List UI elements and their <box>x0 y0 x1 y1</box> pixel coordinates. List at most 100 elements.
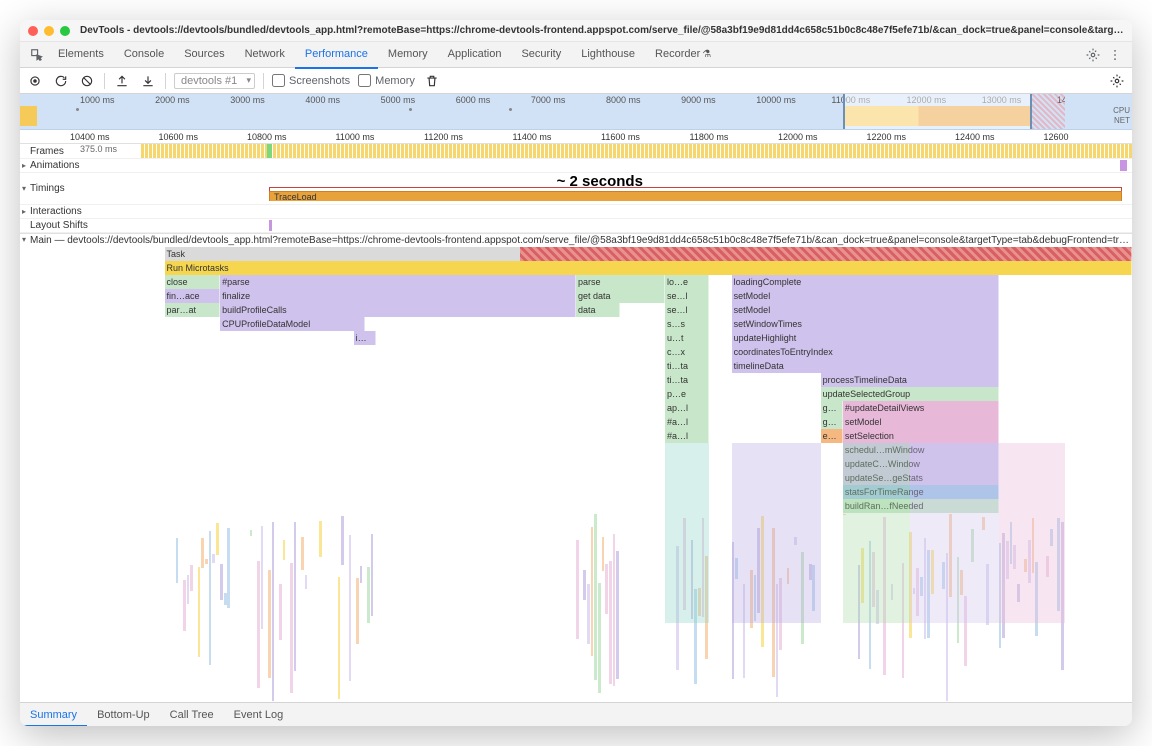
flame-bar[interactable]: parse <box>576 275 665 289</box>
flame-bar[interactable]: c…x <box>665 345 709 359</box>
delete-icon[interactable] <box>423 72 441 90</box>
upload-button[interactable] <box>113 72 131 90</box>
tab-application[interactable]: Application <box>438 41 512 68</box>
flame-bar[interactable]: setModel <box>732 289 999 303</box>
settings-icon[interactable] <box>1082 48 1104 62</box>
detail-ruler[interactable]: 10400 ms10600 ms10800 ms11000 ms11200 ms… <box>20 130 1132 144</box>
close-window-button[interactable] <box>28 26 38 36</box>
flame-bar[interactable]: par…at <box>165 303 221 317</box>
flame-bar[interactable]: se…l <box>665 289 709 303</box>
flame-bar[interactable]: fin…ace <box>165 289 221 303</box>
flame-stripe <box>616 551 619 679</box>
overview-ruler[interactable]: 1000 ms2000 ms3000 ms4000 ms5000 ms6000 … <box>20 94 1132 130</box>
memory-checkbox[interactable] <box>358 74 371 87</box>
flame-bar[interactable]: e… <box>821 429 843 443</box>
flame-bar[interactable]: #parse <box>220 275 576 289</box>
animations-track[interactable]: Animations <box>20 159 1132 173</box>
flame-bar[interactable]: #a…l <box>665 415 709 429</box>
flame-bar[interactable]: ti…ta <box>665 359 709 373</box>
detail-tab-bottom-up[interactable]: Bottom-Up <box>87 703 160 727</box>
flame-bar[interactable]: setWindowTimes <box>732 317 999 331</box>
tick-label: 6000 ms <box>456 95 531 105</box>
detail-tab-call-tree[interactable]: Call Tree <box>160 703 224 727</box>
reload-record-button[interactable] <box>52 72 70 90</box>
flame-bar[interactable]: Run Microtasks <box>165 261 1132 275</box>
zoom-window-button[interactable] <box>60 26 70 36</box>
tab-security[interactable]: Security <box>511 41 571 68</box>
record-button[interactable] <box>26 72 44 90</box>
flame-bar[interactable]: lo…e <box>665 275 709 289</box>
perf-toolbar: devtools #1 Screenshots Memory <box>20 68 1132 94</box>
flame-bar[interactable]: g… <box>821 401 843 415</box>
minimize-window-button[interactable] <box>44 26 54 36</box>
flame-bar[interactable]: ap…l <box>665 401 709 415</box>
flame-column <box>732 443 821 623</box>
flame-chart[interactable]: TaskRun Microtasksclose#parseparselo…elo… <box>20 247 1132 702</box>
flame-bar[interactable]: loadingComplete <box>732 275 999 289</box>
screenshots-checkbox[interactable] <box>272 74 285 87</box>
flame-bar[interactable]: se…l <box>665 303 709 317</box>
flame-bar[interactable]: i… <box>354 331 376 345</box>
tab-performance[interactable]: Performance <box>295 41 378 68</box>
flame-bar[interactable]: buildProfileCalls <box>220 303 576 317</box>
tab-console[interactable]: Console <box>114 41 174 68</box>
interactions-label[interactable]: Interactions <box>20 205 140 218</box>
window-titlebar: DevTools - devtools://devtools/bundled/d… <box>20 20 1132 42</box>
flame-stripe <box>583 570 586 600</box>
flame-bar[interactable]: g… <box>821 415 843 429</box>
flame-bar[interactable]: setModel <box>732 303 999 317</box>
animations-label[interactable]: Animations <box>20 159 140 172</box>
flame-stripe <box>602 537 605 571</box>
tab-memory[interactable]: Memory <box>378 41 438 68</box>
flame-bar[interactable]: coordinatesToEntryIndex <box>732 345 999 359</box>
flame-bar[interactable]: u…t <box>665 331 709 345</box>
separator <box>165 73 166 89</box>
timings-label[interactable]: Timings <box>20 173 140 204</box>
flame-bar[interactable]: close <box>165 275 221 289</box>
layout-shifts-track[interactable]: Layout Shifts <box>20 219 1132 233</box>
tab-lighthouse[interactable]: Lighthouse <box>571 41 645 68</box>
capture-settings-icon[interactable] <box>1108 72 1126 90</box>
flame-bar[interactable]: updateHighlight <box>732 331 999 345</box>
tab-recorder[interactable]: Recorder⚗ <box>645 41 721 68</box>
tick-label: 5000 ms <box>381 95 456 105</box>
interactions-track[interactable]: Interactions <box>20 205 1132 219</box>
flame-bar[interactable]: updateSelectedGroup <box>821 387 999 401</box>
flame-bar[interactable]: setSelection <box>843 429 999 443</box>
flame-bar[interactable]: finalize <box>220 289 576 303</box>
traceload-bar[interactable]: TraceLoad <box>269 191 1122 201</box>
profile-selector[interactable]: devtools #1 <box>174 73 255 89</box>
flame-bar[interactable]: CPUProfileDataModel <box>220 317 365 331</box>
clear-button[interactable] <box>78 72 96 90</box>
detail-tab-summary[interactable]: Summary <box>20 703 87 727</box>
timings-track[interactable]: Timings ~ 2 seconds TraceLoad <box>20 173 1132 205</box>
main-thread-track[interactable]: Main — devtools://devtools/bundled/devto… <box>20 233 1132 702</box>
flame-bar[interactable]: get data <box>576 289 665 303</box>
frames-body[interactable] <box>140 144 1132 158</box>
inspect-element-icon[interactable] <box>26 48 48 62</box>
tick-label: 10600 ms <box>159 132 248 142</box>
tick-label: 11000 ms <box>336 132 425 142</box>
main-thread-label[interactable]: Main — devtools://devtools/bundled/devto… <box>20 234 1132 247</box>
detail-tab-event-log[interactable]: Event Log <box>224 703 294 727</box>
download-button[interactable] <box>139 72 157 90</box>
flame-bar[interactable] <box>520 247 1132 261</box>
tick-label: 12600 <box>1044 132 1133 142</box>
flame-bar[interactable]: ti…ta <box>665 373 709 387</box>
flame-bar[interactable]: p…e <box>665 387 709 401</box>
flame-bar[interactable]: processTimelineData <box>821 373 999 387</box>
overview-selection[interactable] <box>843 94 1032 129</box>
flame-bar[interactable]: timelineData <box>732 359 999 373</box>
flame-bar[interactable]: data <box>576 303 620 317</box>
memory-checkbox-label[interactable]: Memory <box>358 74 415 87</box>
more-icon[interactable] <box>1104 48 1126 62</box>
flame-bar[interactable]: setModel <box>843 415 999 429</box>
flame-bar[interactable]: #a…l <box>665 429 709 443</box>
screenshots-checkbox-label[interactable]: Screenshots <box>272 74 350 87</box>
tab-network[interactable]: Network <box>235 41 295 68</box>
flame-bar[interactable]: s…s <box>665 317 709 331</box>
flame-bar[interactable]: #updateDetailViews <box>843 401 999 415</box>
tab-sources[interactable]: Sources <box>174 41 234 68</box>
tab-elements[interactable]: Elements <box>48 41 114 68</box>
frames-track[interactable]: Frames 375.0 ms <box>20 144 1132 159</box>
